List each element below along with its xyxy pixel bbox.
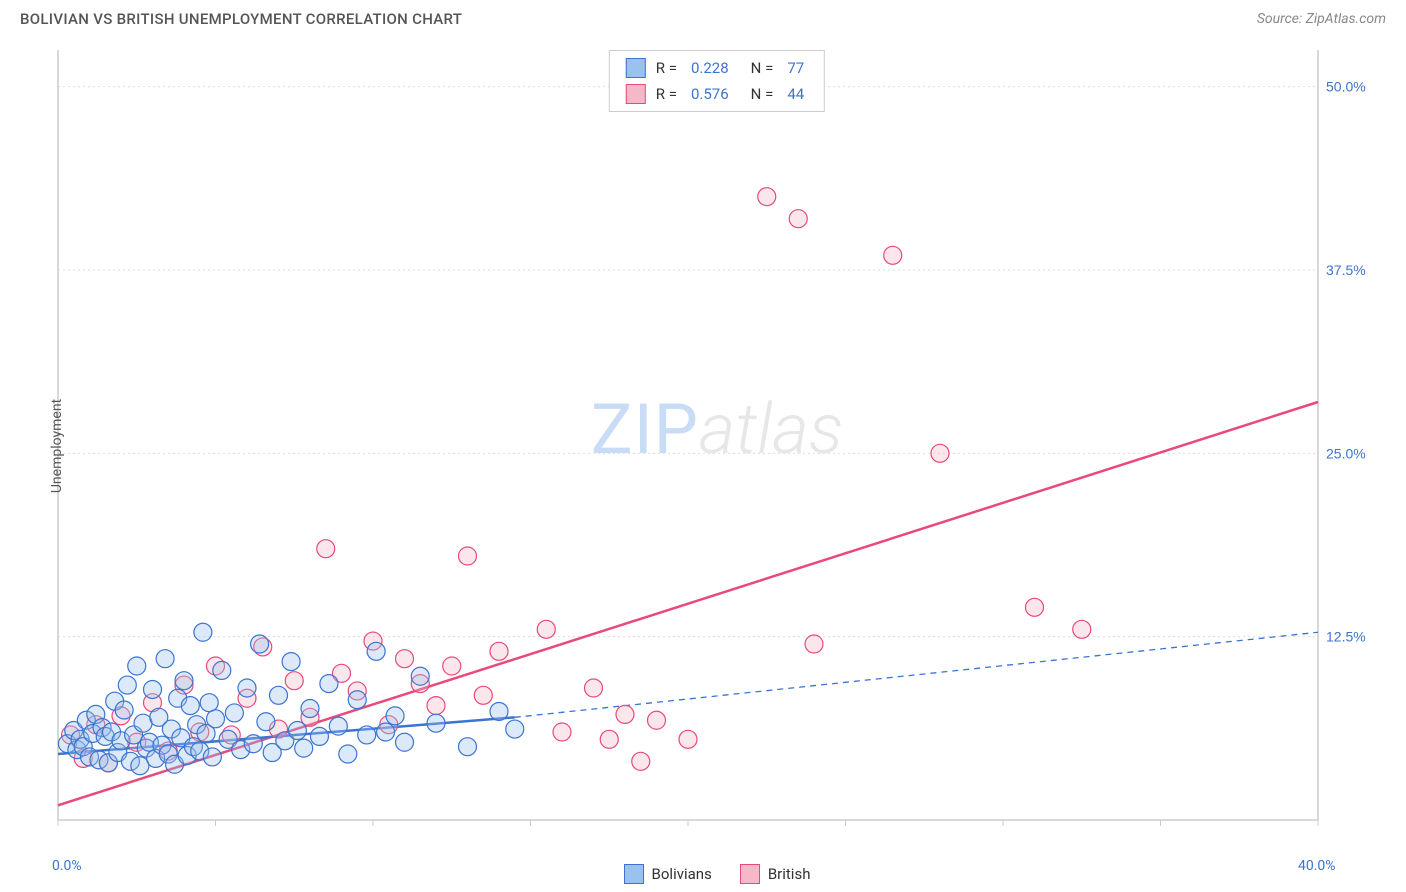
legend-stats: R = 0.228 N = 77 R = 0.576 N = 44 (609, 50, 825, 112)
svg-text:37.5%: 37.5% (1326, 262, 1366, 278)
legend-row-british: R = 0.576 N = 44 (610, 81, 824, 107)
swatch-bolivians (624, 864, 644, 884)
x-axis-end-label: 40.0% (1298, 858, 1336, 874)
swatch-bolivians (626, 58, 646, 78)
source-attribution: Source: ZipAtlas.com (1257, 11, 1386, 27)
r-label: R = (656, 85, 677, 103)
legend-item-british: British (740, 864, 811, 884)
n-value-bolivians: 77 (783, 59, 808, 77)
swatch-british (626, 84, 646, 104)
x-axis-start-label: 0.0% (52, 858, 82, 874)
svg-text:50.0%: 50.0% (1326, 79, 1366, 95)
n-label: N = (751, 59, 774, 77)
r-value-british: 0.576 (687, 85, 733, 103)
legend-series: Bolivians British (48, 864, 1386, 884)
r-label: R = (656, 59, 677, 77)
legend-row-bolivians: R = 0.228 N = 77 (610, 55, 824, 81)
legend-item-bolivians: Bolivians (624, 864, 712, 884)
scatter-chart: 12.5% 25.0% 37.5% 50.0% (48, 40, 1378, 840)
y-axis-label: Unemployment (49, 399, 65, 493)
swatch-british (740, 864, 760, 884)
n-value-british: 44 (783, 85, 808, 103)
chart-container: Unemployment 12.5%25.0%37.5%50.0% ZIPatl… (48, 40, 1386, 852)
series-label-bolivians: Bolivians (652, 865, 712, 883)
chart-title: BOLIVIAN VS BRITISH UNEMPLOYMENT CORRELA… (20, 10, 462, 28)
r-value-bolivians: 0.228 (687, 59, 733, 77)
svg-text:12.5%: 12.5% (1326, 629, 1366, 645)
n-label: N = (751, 85, 774, 103)
svg-text:25.0%: 25.0% (1326, 445, 1366, 461)
series-label-british: British (768, 865, 811, 883)
